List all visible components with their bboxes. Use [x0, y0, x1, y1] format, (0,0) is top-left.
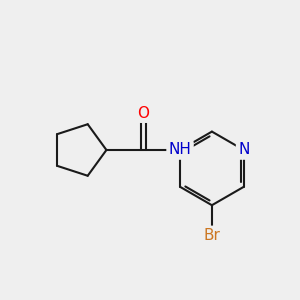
Text: O: O [137, 106, 149, 121]
Text: Br: Br [203, 228, 220, 243]
Text: NH: NH [169, 142, 191, 158]
Text: N: N [238, 142, 250, 158]
